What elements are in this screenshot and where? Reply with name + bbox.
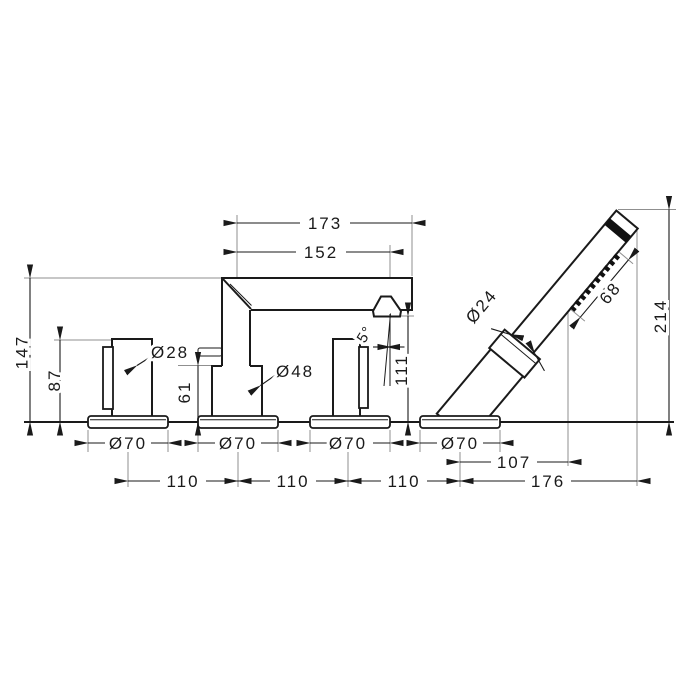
dim-173-label: 173 bbox=[308, 214, 342, 233]
base-rosettes bbox=[87, 415, 501, 429]
hand-shower-band bbox=[604, 218, 632, 243]
dim-24-label: Ø24 bbox=[462, 286, 501, 327]
dim-110-label-2: 110 bbox=[276, 472, 309, 491]
rosette-3 bbox=[309, 415, 391, 429]
dim-70-label-1: Ø70 bbox=[109, 434, 147, 453]
dim-110-label-3: 110 bbox=[387, 472, 420, 491]
dim-214-label: 214 bbox=[651, 299, 670, 333]
rosette-2 bbox=[197, 415, 279, 429]
dim-48-leader bbox=[247, 373, 278, 396]
dim-176-label: 176 bbox=[531, 472, 565, 491]
rosette-1 bbox=[87, 415, 169, 429]
left-handle-plate bbox=[102, 346, 114, 410]
dim-70-label-4: Ø70 bbox=[441, 434, 479, 453]
hand-shower: 68 Ø24 bbox=[435, 209, 640, 416]
dimension-lines bbox=[26, 196, 673, 485]
dim-24-leader bbox=[490, 328, 525, 342]
spout-arm bbox=[221, 277, 413, 366]
dim-28-leader bbox=[123, 355, 153, 376]
spout-column bbox=[211, 365, 263, 416]
spout-arm-chamfer-inner bbox=[229, 283, 252, 306]
dim-48-label: Ø48 bbox=[276, 362, 314, 381]
holder-collar-line bbox=[500, 333, 537, 365]
dim-70-label-2: Ø70 bbox=[219, 434, 257, 453]
dim-70-label-3: Ø70 bbox=[329, 434, 367, 453]
dim-152-label: 152 bbox=[304, 243, 338, 262]
mixer-body bbox=[102, 277, 413, 416]
dim-68-label: 68 bbox=[596, 278, 625, 308]
dim-28-label: Ø28 bbox=[151, 343, 189, 362]
right-handle-plate bbox=[358, 346, 369, 409]
right-handle-body bbox=[332, 338, 361, 416]
spout-arm-chamfer bbox=[221, 277, 252, 310]
dim-61-label: 61 bbox=[175, 381, 194, 404]
pointer-arrow bbox=[525, 340, 545, 372]
left-handle-body bbox=[111, 338, 153, 416]
dim-107-label: 107 bbox=[497, 453, 531, 472]
rosette-4 bbox=[419, 415, 501, 429]
dim-87-label: 87 bbox=[45, 369, 64, 392]
dim-111-label: 111 bbox=[392, 354, 411, 386]
dim-147-label: 147 bbox=[13, 335, 32, 369]
diverter-pin bbox=[197, 347, 223, 357]
dimension-labels: 173 152 147 87 61 111 214 Ø28 Ø48 5° Ø70… bbox=[10, 211, 674, 494]
spout-outlet bbox=[371, 295, 403, 318]
holder-collar bbox=[487, 328, 542, 379]
dim-110-label-1: 110 bbox=[166, 472, 199, 491]
